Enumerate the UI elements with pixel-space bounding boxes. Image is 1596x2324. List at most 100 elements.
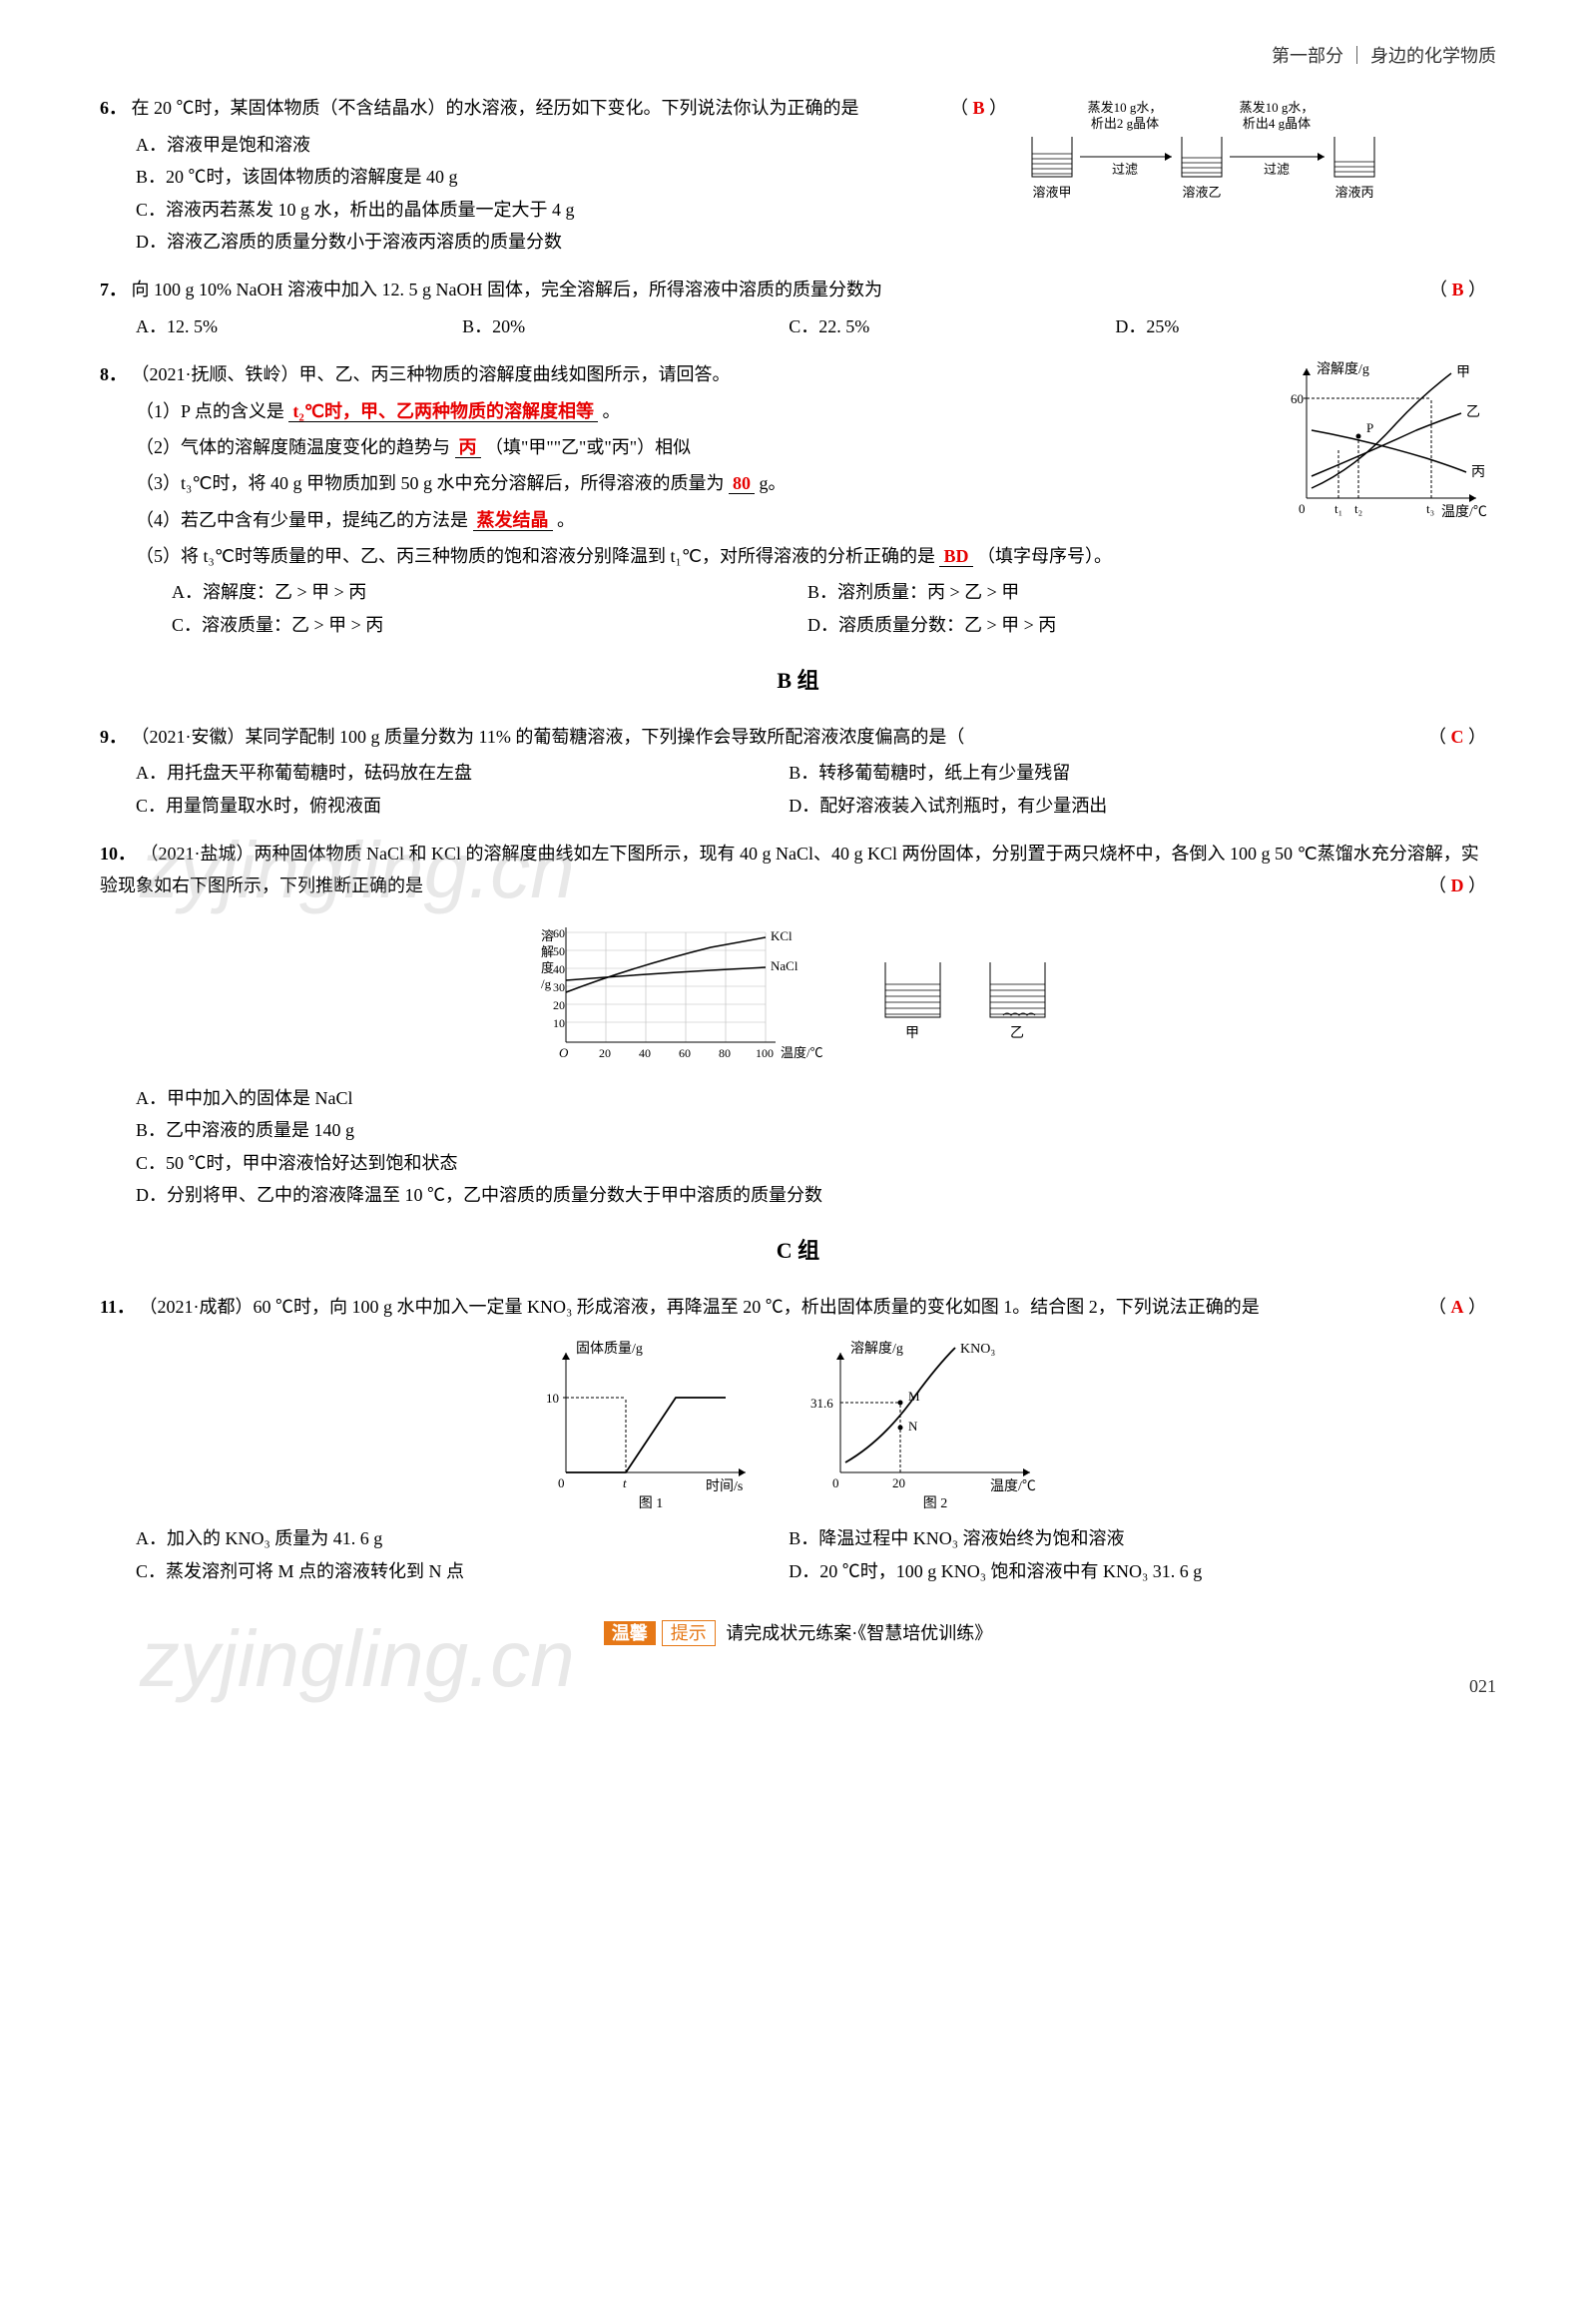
svg-text:蒸发10 g水，: 蒸发10 g水， <box>1088 100 1163 115</box>
svg-text:固体质量/g: 固体质量/g <box>576 1341 643 1357</box>
svg-text:0: 0 <box>1299 501 1306 516</box>
page-header: 第一部分 ｜ 身边的化学物质 <box>100 40 1496 72</box>
q7-answer: B <box>1451 280 1463 299</box>
q10-diagrams: 溶 解 度 /g 60 50 40 30 20 10 O 20 40 60 80… <box>100 912 1496 1072</box>
svg-text:60: 60 <box>553 926 565 940</box>
q7-answer-paren: （ B ） <box>1429 274 1486 305</box>
question-11: 11． （2021·成都）60 ℃时，向 100 g 水中加入一定量 KNO₃ … <box>100 1291 1496 1587</box>
svg-text:温度/℃: 温度/℃ <box>1441 504 1487 520</box>
svg-text:KNO₃: KNO₃ <box>960 1342 995 1357</box>
q8-sub3-answer: 80 <box>729 473 755 494</box>
svg-text:甲: 甲 <box>1456 365 1470 380</box>
svg-text:溶液丙: 溶液丙 <box>1334 185 1373 200</box>
q11-options: A．加入的 KNO₃ 质量为 41. 6 g B．降温过程中 KNO₃ 溶液始终… <box>136 1522 1496 1587</box>
q11-stem: （2021·成都）60 ℃时，向 100 g 水中加入一定量 KNO₃ 形成溶液… <box>140 1297 1260 1317</box>
svg-text:10: 10 <box>546 1391 559 1406</box>
q9-optA: A．用托盘天平称葡萄糖时，砝码放在左盘 <box>136 757 789 789</box>
svg-text:蒸发10 g水，: 蒸发10 g水， <box>1240 100 1315 115</box>
q8-chart: 溶解度/g 温度/℃ 60 0 t₁ t₂ t₃ P 甲 乙 丙 <box>1277 358 1496 528</box>
q11-optC: C．蒸发溶剂可将 M 点的溶液转化到 N 点 <box>136 1555 789 1587</box>
svg-text:40: 40 <box>553 962 565 976</box>
svg-text:t₁: t₁ <box>1334 501 1342 516</box>
svg-text:析出2 g晶体: 析出2 g晶体 <box>1091 116 1159 131</box>
q10-number: 10． <box>100 844 136 864</box>
header-chapter: 身边的化学物质 <box>1370 46 1496 66</box>
question-7: 7． 向 100 g 10% NaOH 溶液中加入 12. 5 g NaOH 固… <box>100 274 1496 342</box>
svg-text:乙: 乙 <box>1466 404 1480 420</box>
svg-text:t: t <box>623 1475 627 1490</box>
svg-text:溶解度/g: 溶解度/g <box>1317 361 1369 377</box>
q8-optB: B．溶剂质量：丙 > 乙 > 甲 <box>807 576 1443 608</box>
q11-answer: A <box>1451 1297 1464 1317</box>
q9-optB: B．转移葡萄糖时，纸上有少量残留 <box>789 757 1441 789</box>
q8-optA: A．溶解度：乙 > 甲 > 丙 <box>172 576 807 608</box>
section-b-header: B 组 <box>100 661 1496 701</box>
q7-optA: A．12. 5% <box>136 310 462 342</box>
svg-text:/g: /g <box>541 976 552 991</box>
q7-stem: 向 100 g 10% NaOH 溶液中加入 12. 5 g NaOH 固体，完… <box>132 280 882 299</box>
q8-number: 8． <box>100 364 127 384</box>
svg-text:80: 80 <box>719 1046 731 1060</box>
q10-optA: A．甲中加入的固体是 NaCl <box>136 1082 1496 1114</box>
q7-number: 7． <box>100 280 127 299</box>
svg-text:析出4 g晶体: 析出4 g晶体 <box>1243 116 1311 131</box>
question-10: 10． （2021·盐城）两种固体物质 NaCl 和 KCl 的溶解度曲线如左下… <box>100 838 1496 1211</box>
question-9: 9． （2021·安徽）某同学配制 100 g 质量分数为 11% 的葡萄糖溶液… <box>100 721 1496 822</box>
svg-text:0: 0 <box>558 1475 565 1490</box>
svg-text:t₃: t₃ <box>1426 501 1434 516</box>
svg-text:60: 60 <box>679 1046 691 1060</box>
q10-optB: B．乙中溶液的质量是 140 g <box>136 1114 1496 1146</box>
svg-text:N: N <box>908 1419 918 1434</box>
q8-sub5-answer: BD <box>939 546 972 567</box>
svg-text:P: P <box>1366 420 1373 435</box>
q11-chart1: 固体质量/g 时间/s 10 0 t 图 1 <box>516 1333 786 1512</box>
svg-text:50: 50 <box>553 944 565 958</box>
q11-diagrams: 固体质量/g 时间/s 10 0 t 图 1 溶解度/g 温度/℃ 31.6 0… <box>100 1333 1496 1512</box>
question-8: 溶解度/g 温度/℃ 60 0 t₁ t₂ t₃ P 甲 乙 丙 8． （202… <box>100 358 1496 641</box>
q8-optC: C．溶液质量：乙 > 甲 > 丙 <box>172 609 807 641</box>
q10-beakers: 甲 乙 <box>855 922 1085 1062</box>
svg-text:20: 20 <box>892 1475 905 1490</box>
q8-stem: （2021·抚顺、铁岭）甲、乙、丙三种物质的溶解度曲线如图所示，请回答。 <box>132 364 731 384</box>
q9-optC: C．用量筒量取水时，俯视液面 <box>136 790 789 822</box>
q10-optD: D．分别将甲、乙中的溶液降温至 10 ℃，乙中溶质的质量分数大于甲中溶质的质量分… <box>136 1179 1496 1211</box>
q9-stem: （2021·安徽）某同学配制 100 g 质量分数为 11% 的葡萄糖溶液，下列… <box>132 727 965 747</box>
q8-sub5: （5）将 t₃℃时等质量的甲、乙、丙三种物质的饱和溶液分别降温到 t₁℃，对所得… <box>136 540 1496 572</box>
q8-sub1-answer: t₂℃时，甲、乙两种物质的溶解度相等 <box>288 401 598 422</box>
q10-solubility-chart: 溶 解 度 /g 60 50 40 30 20 10 O 20 40 60 80… <box>511 912 850 1072</box>
svg-text:60: 60 <box>1291 391 1304 406</box>
svg-text:溶液乙: 溶液乙 <box>1182 185 1221 200</box>
q10-options: A．甲中加入的固体是 NaCl B．乙中溶液的质量是 140 g C．50 ℃时… <box>136 1082 1496 1212</box>
hint-badge-2: 提示 <box>662 1620 716 1646</box>
svg-text:乙: 乙 <box>1010 1025 1024 1041</box>
q6-answer-paren: （ B ） <box>950 92 1007 124</box>
q6-stem: 在 20 ℃时，某固体物质（不含结晶水）的水溶液，经历如下变化。下列说法你认为正… <box>132 98 859 118</box>
svg-text:0: 0 <box>832 1475 839 1490</box>
section-c-header: C 组 <box>100 1231 1496 1271</box>
svg-text:图 1: 图 1 <box>639 1496 664 1511</box>
svg-text:溶液甲: 溶液甲 <box>1032 185 1071 200</box>
q11-number: 11． <box>100 1297 135 1317</box>
svg-text:温度/℃: 温度/℃ <box>781 1045 823 1060</box>
svg-text:甲: 甲 <box>905 1026 919 1041</box>
q9-options: A．用托盘天平称葡萄糖时，砝码放在左盘 B．转移葡萄糖时，纸上有少量残留 C．用… <box>136 757 1496 822</box>
header-divider: ｜ <box>1348 46 1366 66</box>
q9-number: 9． <box>100 727 127 747</box>
q8-options: A．溶解度：乙 > 甲 > 丙 B．溶剂质量：丙 > 乙 > 甲 C．溶液质量：… <box>172 576 1496 641</box>
header-part: 第一部分 <box>1272 46 1343 66</box>
q7-optD: D．25% <box>1115 310 1441 342</box>
q11-chart2: 溶解度/g 温度/℃ 31.6 0 20 KNO₃ M N 图 2 <box>791 1333 1080 1512</box>
watermark-2: zyjingling.cn <box>140 1587 575 1731</box>
q9-answer: C <box>1451 727 1464 747</box>
svg-text:溶解度/g: 溶解度/g <box>850 1341 903 1357</box>
q6-optD: D．溶液乙溶质的质量分数小于溶液丙溶质的质量分数 <box>136 226 1496 258</box>
svg-text:图 2: 图 2 <box>923 1496 948 1511</box>
q8-sub2-answer: 丙 <box>455 437 481 458</box>
q7-options: A．12. 5% B．20% C．22. 5% D．25% <box>136 310 1496 342</box>
footer-hint: 温馨提示 请完成状元练案·《智慧培优训练》 <box>100 1617 1496 1649</box>
svg-text:100: 100 <box>756 1046 774 1060</box>
q11-optA: A．加入的 KNO₃ 质量为 41. 6 g <box>136 1522 789 1554</box>
svg-text:30: 30 <box>553 980 565 994</box>
svg-text:过滤: 过滤 <box>1112 162 1138 177</box>
svg-text:丙: 丙 <box>1471 465 1485 480</box>
